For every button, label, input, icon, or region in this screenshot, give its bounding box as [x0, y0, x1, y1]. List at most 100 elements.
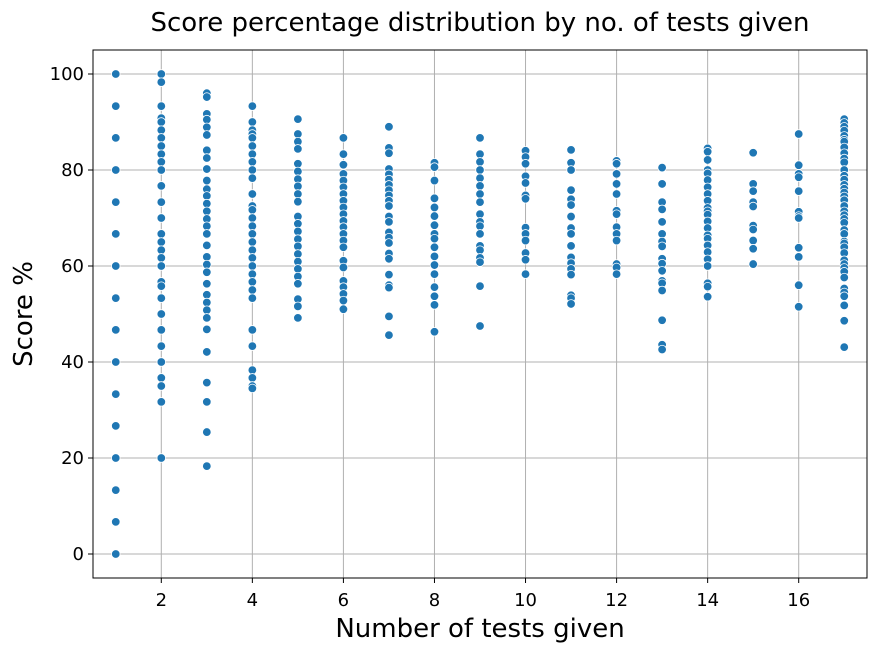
scatter-point — [111, 69, 121, 79]
scatter-point — [338, 262, 349, 273]
scatter-point — [156, 165, 166, 175]
scatter-point — [657, 217, 667, 227]
scatter-point — [748, 235, 758, 246]
scatter-point — [156, 101, 166, 111]
scatter-point — [156, 69, 166, 79]
scatter-point — [156, 381, 166, 391]
scatter-point — [611, 169, 622, 179]
scatter-point — [702, 292, 713, 302]
scatter-point — [384, 201, 394, 211]
scatter-point — [156, 253, 166, 263]
x-axis-label: Number of tests given — [335, 614, 624, 644]
y-tick-label: 40 — [61, 352, 84, 373]
scatter-point — [475, 181, 485, 191]
scatter-point — [429, 175, 440, 186]
scatter-point — [156, 157, 166, 167]
scatter-point — [156, 309, 166, 319]
y-axis-label: Score % — [9, 261, 39, 367]
scatter-point — [202, 240, 212, 251]
scatter-point — [520, 178, 531, 188]
scatter-point — [202, 279, 212, 289]
scatter-point — [202, 130, 212, 140]
scatter-point — [202, 175, 212, 186]
scatter-point — [293, 279, 303, 289]
scatter-point — [429, 242, 440, 252]
scatter-point — [657, 266, 667, 276]
scatter-point — [475, 229, 485, 239]
scatter-point — [566, 229, 576, 239]
scatter-point — [566, 211, 576, 222]
scatter-point — [429, 193, 440, 204]
scatter-point — [702, 281, 713, 292]
scatter-point — [611, 189, 622, 199]
scatter-point — [429, 300, 440, 310]
scatter-point — [794, 213, 804, 223]
scatter-point — [566, 241, 576, 251]
scatter-point — [156, 453, 166, 463]
scatter-point — [839, 291, 849, 301]
scatter-point — [384, 148, 394, 158]
scatter-point — [566, 269, 576, 280]
y-axis-ticks: 0 20 40 60 80 100 — [50, 64, 93, 565]
scatter-point — [657, 315, 667, 325]
x-tick-label: 8 — [429, 590, 440, 611]
scatter-point — [338, 160, 349, 170]
scatter-point — [520, 194, 531, 204]
scatter-point — [247, 253, 258, 263]
scatter-point — [202, 164, 212, 174]
scatter-point — [247, 293, 258, 303]
scatter-point — [384, 269, 394, 280]
scatter-point — [202, 92, 212, 102]
scatter-point — [202, 229, 212, 239]
scatter-point — [247, 189, 258, 199]
scatter-point — [384, 238, 394, 248]
scatter-point — [247, 229, 258, 239]
scatter-point — [156, 281, 166, 291]
scatter-point — [520, 159, 531, 169]
scatter-point — [111, 357, 121, 367]
scatter-point — [202, 397, 212, 407]
scatter-point — [247, 373, 258, 383]
scatter-point — [156, 213, 166, 223]
y-tick-label: 80 — [61, 160, 84, 181]
scatter-point — [247, 133, 258, 143]
scatter-point — [429, 202, 440, 213]
scatter-point — [748, 186, 758, 196]
scatter-point — [566, 165, 576, 175]
scatter-point — [611, 209, 622, 219]
scatter-point — [156, 141, 166, 151]
x-tick-label: 4 — [247, 590, 258, 611]
scatter-point — [657, 204, 667, 215]
scatter-point — [202, 324, 212, 335]
scatter-point — [338, 242, 349, 252]
scatter-point — [202, 427, 212, 437]
scatter-point — [429, 269, 440, 279]
scatter-point — [247, 165, 258, 175]
scatter-point — [702, 147, 713, 157]
scatter-point — [293, 313, 303, 323]
scatter-point — [566, 200, 576, 210]
scatter-point — [794, 252, 804, 262]
scatter-point — [794, 302, 804, 312]
scatter-point — [111, 453, 121, 463]
scatter-point — [384, 282, 394, 293]
scatter-point — [429, 282, 440, 292]
scatter-point — [657, 162, 667, 173]
scatter-point — [202, 347, 212, 357]
scatter-point — [429, 260, 440, 270]
scatter-point — [247, 325, 258, 335]
scatter-point — [247, 117, 258, 127]
scatter-point — [111, 517, 121, 527]
scatter-point — [429, 211, 440, 221]
scatter-point — [111, 197, 121, 207]
scatter-point — [338, 304, 349, 314]
data-points — [111, 69, 849, 559]
scatter-point — [839, 342, 849, 352]
scatter-point — [429, 251, 440, 262]
scatter-point — [338, 295, 349, 306]
scatter-point — [611, 159, 622, 169]
scatter-point — [247, 141, 258, 151]
x-tick-label: 12 — [605, 590, 628, 611]
scatter-point — [156, 357, 166, 367]
